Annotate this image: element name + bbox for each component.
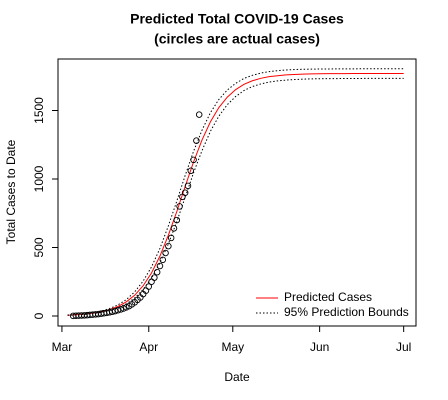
actual-point	[162, 249, 169, 257]
actual-point	[170, 225, 178, 232]
x-tick-label: Mar	[52, 340, 73, 354]
legend-label: Predicted Cases	[284, 290, 372, 304]
chart-title: Predicted Total COVID-19 Cases	[130, 11, 344, 27]
series-line	[67, 68, 404, 316]
actual-point	[190, 156, 197, 164]
legend-label: 95% Prediction Bounds	[284, 305, 409, 319]
actual-point	[159, 256, 167, 264]
chart-subtitle: (circles are actual cases)	[154, 31, 320, 47]
x-axis-label: Date	[224, 370, 250, 384]
actual-point	[165, 242, 172, 250]
y-tick-label: 500	[32, 237, 46, 257]
series-line	[67, 77, 404, 316]
actual-point	[173, 216, 181, 224]
y-tick-label: 1000	[32, 165, 46, 192]
actual-point	[148, 278, 155, 286]
x-tick-label: May	[221, 340, 244, 354]
actual-point	[117, 306, 124, 313]
actual-point	[181, 189, 189, 196]
actual-point	[156, 262, 164, 270]
x-tick-label: Jul	[396, 340, 411, 354]
actual-point	[145, 283, 153, 290]
actual-point	[184, 182, 192, 190]
actual-point	[176, 203, 183, 210]
x-tick-label: Jun	[310, 340, 329, 354]
series-line	[67, 73, 404, 316]
actual-point	[167, 234, 175, 242]
actual-point	[195, 111, 203, 118]
x-tick-label: Apr	[139, 340, 158, 354]
y-tick-label: 0	[32, 312, 46, 319]
actual-point	[187, 167, 195, 175]
actual-point	[151, 274, 158, 281]
plot-frame	[57, 58, 417, 327]
actual-point	[120, 305, 127, 312]
actual-point	[153, 268, 161, 276]
actual-point	[114, 306, 122, 314]
y-tick-label: 1500	[32, 97, 46, 124]
y-axis-label: Total Cases to Date	[4, 139, 18, 244]
actual-point	[193, 137, 200, 144]
